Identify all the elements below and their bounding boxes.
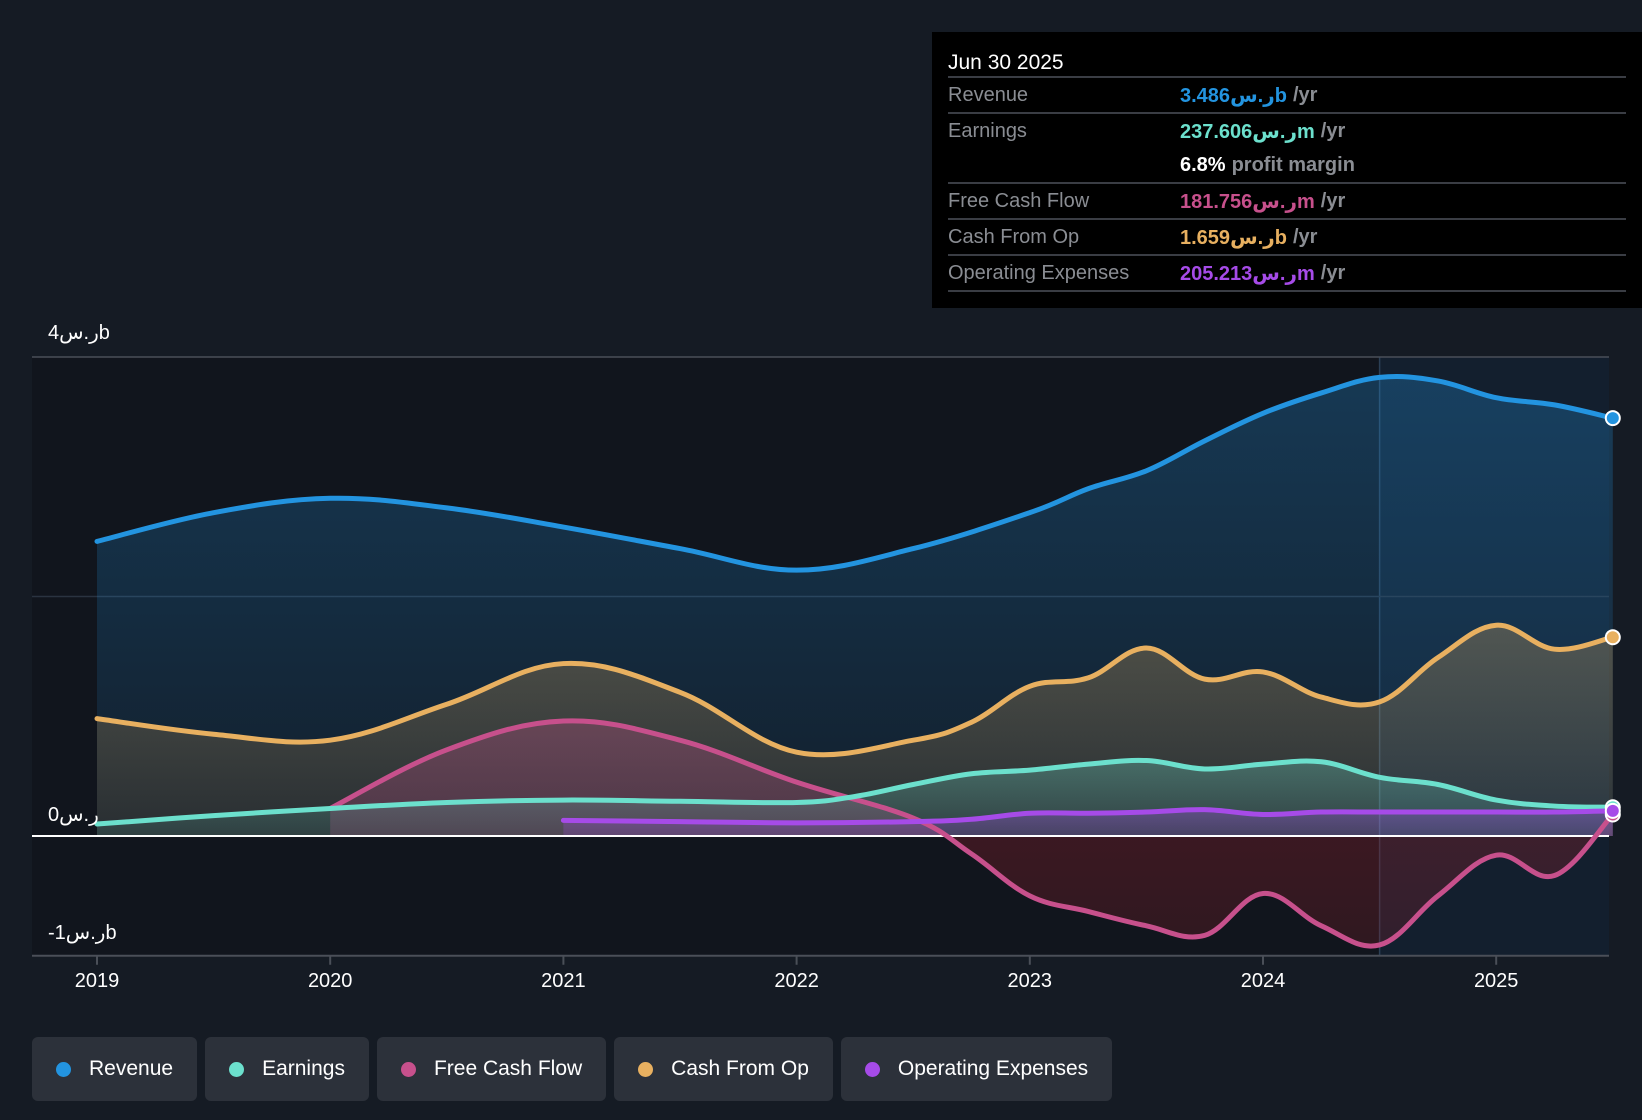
tooltip-row-cash-from-op: Cash From Op 1.659ر.سb /yr: [948, 220, 1626, 256]
line-revenue: [94, 373, 1616, 573]
x-tick-label-2022: 2022: [774, 970, 819, 992]
legend-label: Earnings: [262, 1057, 345, 1080]
x-tick-label-2021: 2021: [541, 970, 586, 992]
y-tick-label-minus1: -1ر.سb: [48, 922, 117, 944]
legend-dot-icon: [56, 1061, 71, 1077]
tooltip-value: 181.756ر.سm: [1180, 190, 1315, 213]
area-operating-expenses: [563, 809, 1613, 836]
legend-free-cash-flow-button[interactable]: Free Cash Flow: [376, 1037, 607, 1101]
tooltip-row-profit-margin: 6.8% profit margin: [948, 148, 1626, 184]
x-tick-label-2020: 2020: [307, 970, 353, 992]
tooltip-label: Revenue: [948, 83, 1029, 106]
area-free-cash-flow-negative: [330, 836, 1613, 947]
y-tick-label-0: 0ر.س: [48, 804, 99, 826]
x-tick-label-2024: 2024: [1240, 970, 1286, 992]
tooltip-value: 205.213ر.سm: [1180, 262, 1315, 285]
profit-margin-value: 6.8%: [1180, 153, 1226, 176]
legend-label: Cash From Op: [671, 1057, 809, 1080]
legend-dot-icon: [864, 1061, 880, 1077]
tooltip-value: 237.606ر.سm: [1180, 120, 1315, 143]
tooltip-row-operating-expenses: Operating Expenses 205.213ر.سm /yr: [948, 256, 1626, 292]
legend-earnings-button[interactable]: Earnings: [205, 1037, 369, 1101]
tooltip-value: 3.486ر.سb: [1180, 84, 1287, 107]
tooltip-row-free-cash-flow: Free Cash Flow 181.756ر.سm /yr: [948, 184, 1626, 220]
tooltip-date: Jun 30 2025: [948, 32, 1626, 78]
x-tick-label-2025: 2025: [1473, 970, 1519, 992]
legend-label: Operating Expenses: [897, 1057, 1089, 1080]
tooltip-value: 1.659ر.سb: [1180, 226, 1287, 249]
tooltip-row-revenue: Revenue 3.486ر.سb /yr: [948, 78, 1626, 114]
financial-chart: [32, 356, 1621, 965]
tooltip-panel: Jun 30 2025 Revenue 3.486ر.سb /yr Earnin…: [932, 32, 1642, 308]
legend: Revenue Earnings Free Cash Flow Cash Fro…: [32, 1037, 1113, 1101]
x-tick-label-2019: 2019: [74, 970, 120, 992]
legend-dot-icon: [400, 1061, 416, 1077]
end-marker-operating-expenses: [1604, 802, 1621, 819]
line-cash-from-op: [94, 622, 1616, 758]
legend-label: Revenue: [89, 1057, 174, 1080]
legend-revenue-button[interactable]: Revenue: [32, 1037, 198, 1101]
legend-label: Free Cash Flow: [433, 1057, 583, 1080]
tooltip-unit: /yr: [1320, 119, 1346, 142]
tooltip-unit: /yr: [1292, 225, 1318, 248]
tooltip-label: Free Cash Flow: [948, 189, 1090, 212]
x-tick-label-2023: 2023: [1007, 970, 1053, 992]
line-operating-expenses: [560, 807, 1616, 826]
profit-margin-text: profit margin: [1231, 153, 1355, 176]
tooltip-label: Earnings: [948, 119, 1027, 142]
tooltip-label: Cash From Op: [948, 225, 1080, 248]
line-earnings: [94, 757, 1616, 827]
series-lines: [94, 373, 1616, 949]
legend-dot-icon: [229, 1061, 245, 1077]
tooltip-unit: /yr: [1320, 261, 1346, 284]
end-marker-revenue: [1604, 410, 1621, 427]
end-marker-cash-from-op: [1604, 629, 1621, 646]
line-free-cash-flow: [327, 718, 1616, 949]
legend-cash-from-op-button[interactable]: Cash From Op: [614, 1037, 833, 1101]
x-axis-ticks: [96, 955, 1498, 965]
tooltip-label: Operating Expenses: [948, 261, 1130, 284]
end-markers: [1604, 410, 1621, 823]
y-tick-label-4: 4ر.سb: [48, 322, 110, 344]
tooltip-unit: /yr: [1292, 83, 1318, 106]
legend-dot-icon: [638, 1061, 654, 1077]
tooltip-unit: /yr: [1320, 189, 1346, 212]
legend-operating-expenses-button[interactable]: Operating Expenses: [840, 1037, 1113, 1101]
tooltip-row-earnings: Earnings 237.606ر.سm /yr: [948, 114, 1626, 148]
